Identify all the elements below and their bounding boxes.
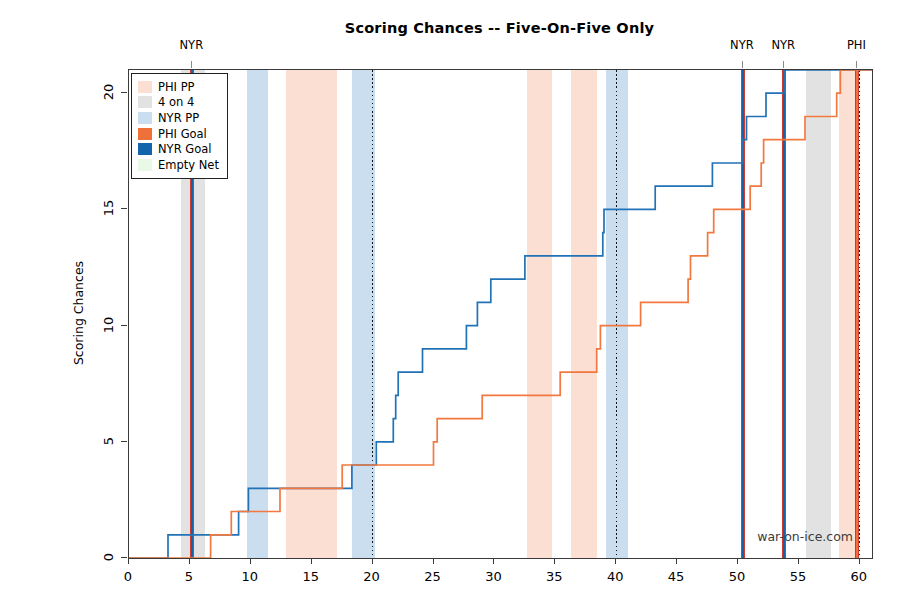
legend-swatch-icon bbox=[138, 96, 152, 108]
x-tick-mark bbox=[250, 558, 251, 564]
x-tick-mark bbox=[189, 558, 190, 564]
x-tick-mark bbox=[859, 558, 860, 564]
goal-tick-mark bbox=[742, 61, 743, 68]
goal-team-label: NYR bbox=[730, 38, 754, 52]
goal-tick-mark bbox=[191, 61, 192, 68]
x-tick-label: 60 bbox=[851, 569, 868, 584]
x-tick-label: 50 bbox=[729, 569, 746, 584]
plot-area: war-on-ice.com PHI PP4 on 4 NYR PP PHI Goa… bbox=[128, 69, 873, 559]
goal-team-label: PHI bbox=[847, 38, 866, 52]
x-tick-mark bbox=[311, 558, 312, 564]
legend-item: PHI Goal bbox=[138, 126, 219, 142]
legend-swatch-icon bbox=[138, 81, 152, 93]
x-tick-mark bbox=[798, 558, 799, 564]
scoring-chances-chart: Scoring Chances -- Five-On-Five Only Sco… bbox=[0, 0, 900, 600]
x-tick-mark bbox=[493, 558, 494, 564]
chart-title: Scoring Chances -- Five-On-Five Only bbox=[128, 20, 871, 36]
y-axis-label: Scoring Chances bbox=[71, 261, 86, 365]
legend-label: PHI Goal bbox=[158, 127, 207, 141]
x-tick-label: 45 bbox=[668, 569, 685, 584]
legend-label: NYR Goal bbox=[158, 142, 211, 156]
band-nyr-pp bbox=[352, 70, 375, 558]
legend-item: PHI PP bbox=[138, 79, 219, 95]
legend-label: PHI PP bbox=[158, 80, 195, 94]
band-phi-pp bbox=[527, 70, 551, 558]
band-phi-pp bbox=[839, 70, 857, 558]
band-nyr-pp bbox=[247, 70, 268, 558]
x-tick-label: 55 bbox=[790, 569, 807, 584]
y-tick-label: 5 bbox=[101, 437, 116, 445]
y-tick-mark bbox=[121, 325, 127, 326]
legend-label: 4 on 4 bbox=[158, 95, 194, 109]
x-tick-label: 25 bbox=[424, 569, 441, 584]
plot-canvas bbox=[129, 70, 872, 558]
legend-swatch-icon bbox=[138, 143, 152, 155]
band-phi-pp bbox=[286, 70, 337, 558]
legend-item: NYR Goal bbox=[138, 141, 219, 157]
band-4-on-4 bbox=[806, 70, 830, 558]
x-tick-label: 15 bbox=[302, 569, 319, 584]
goal-tick-mark bbox=[783, 61, 784, 68]
x-tick-mark bbox=[615, 558, 616, 564]
x-tick-mark bbox=[128, 558, 129, 564]
x-tick-label: 0 bbox=[124, 569, 132, 584]
goal-team-label: NYR bbox=[180, 38, 204, 52]
watermark: war-on-ice.com bbox=[757, 529, 853, 544]
legend-item: 4 on 4 bbox=[138, 95, 219, 111]
legend-label: NYR PP bbox=[158, 111, 199, 125]
phi-step-line bbox=[129, 70, 872, 558]
x-tick-label: 20 bbox=[363, 569, 380, 584]
x-tick-label: 30 bbox=[485, 569, 502, 584]
y-tick-mark bbox=[121, 92, 127, 93]
goal-team-label: NYR bbox=[771, 38, 795, 52]
band-nyr-pp bbox=[606, 70, 628, 558]
legend-item: NYR PP bbox=[138, 110, 219, 126]
y-tick-label: 10 bbox=[101, 316, 116, 333]
legend-swatch-icon bbox=[138, 128, 152, 140]
x-tick-mark bbox=[554, 558, 555, 564]
legend-label: Empty Net bbox=[158, 158, 219, 172]
y-tick-label: 20 bbox=[101, 84, 116, 101]
band-phi-pp bbox=[571, 70, 597, 558]
legend-swatch-icon bbox=[138, 112, 152, 124]
y-tick-label: 0 bbox=[101, 553, 116, 561]
y-tick-mark bbox=[121, 557, 127, 558]
y-tick-mark bbox=[121, 208, 127, 209]
legend-swatch-icon bbox=[138, 159, 152, 171]
legend-item: Empty Net bbox=[138, 157, 219, 173]
x-tick-label: 40 bbox=[607, 569, 624, 584]
x-tick-mark bbox=[433, 558, 434, 564]
nyr-step-line bbox=[129, 70, 872, 558]
x-tick-mark bbox=[737, 558, 738, 564]
x-tick-mark bbox=[676, 558, 677, 564]
x-tick-label: 35 bbox=[546, 569, 563, 584]
x-tick-mark bbox=[372, 558, 373, 564]
legend: PHI PP4 on 4 NYR PP PHI GoalNYR Goal Empty … bbox=[131, 73, 228, 179]
x-tick-label: 5 bbox=[185, 569, 193, 584]
y-tick-mark bbox=[121, 441, 127, 442]
goal-tick-mark bbox=[856, 61, 857, 68]
y-tick-label: 15 bbox=[101, 200, 116, 217]
x-tick-label: 10 bbox=[242, 569, 259, 584]
